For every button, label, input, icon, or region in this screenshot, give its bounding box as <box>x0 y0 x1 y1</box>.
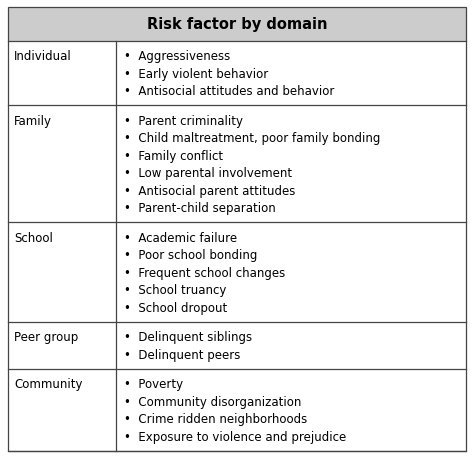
Text: •  Academic failure: • Academic failure <box>124 231 237 244</box>
Text: •  Aggressiveness: • Aggressiveness <box>124 50 230 63</box>
Bar <box>8 223 466 322</box>
Text: Community: Community <box>14 377 82 391</box>
Text: •  Parent-child separation: • Parent-child separation <box>124 202 275 215</box>
Text: Risk factor by domain: Risk factor by domain <box>147 17 327 32</box>
Text: •  Delinquent peers: • Delinquent peers <box>124 348 240 361</box>
Text: •  School truancy: • School truancy <box>124 284 226 297</box>
Text: School: School <box>14 231 53 244</box>
Text: •  Child maltreatment, poor family bonding: • Child maltreatment, poor family bondin… <box>124 132 380 145</box>
Text: •  Frequent school changes: • Frequent school changes <box>124 266 285 279</box>
Text: •  Exposure to violence and prejudice: • Exposure to violence and prejudice <box>124 430 346 443</box>
Text: •  Low parental involvement: • Low parental involvement <box>124 167 292 180</box>
Text: •  Antisocial parent attitudes: • Antisocial parent attitudes <box>124 184 295 197</box>
Text: •  Antisocial attitudes and behavior: • Antisocial attitudes and behavior <box>124 85 334 98</box>
Bar <box>8 369 466 451</box>
Text: •  Delinquent siblings: • Delinquent siblings <box>124 330 252 343</box>
Bar <box>8 42 466 106</box>
Text: •  Family conflict: • Family conflict <box>124 149 223 162</box>
Text: •  Early violent behavior: • Early violent behavior <box>124 67 268 80</box>
Text: •  Poor school bonding: • Poor school bonding <box>124 249 257 262</box>
Text: Individual: Individual <box>14 50 72 63</box>
Text: •  Parent criminality: • Parent criminality <box>124 114 243 127</box>
Text: Family: Family <box>14 114 52 127</box>
Text: Peer group: Peer group <box>14 330 78 343</box>
Text: •  School dropout: • School dropout <box>124 301 227 314</box>
Text: •  Community disorganization: • Community disorganization <box>124 395 301 408</box>
Text: •  Crime ridden neighborhoods: • Crime ridden neighborhoods <box>124 412 307 425</box>
Text: •  Poverty: • Poverty <box>124 377 183 391</box>
Bar <box>8 106 466 223</box>
Bar <box>8 8 466 42</box>
Bar <box>8 322 466 369</box>
